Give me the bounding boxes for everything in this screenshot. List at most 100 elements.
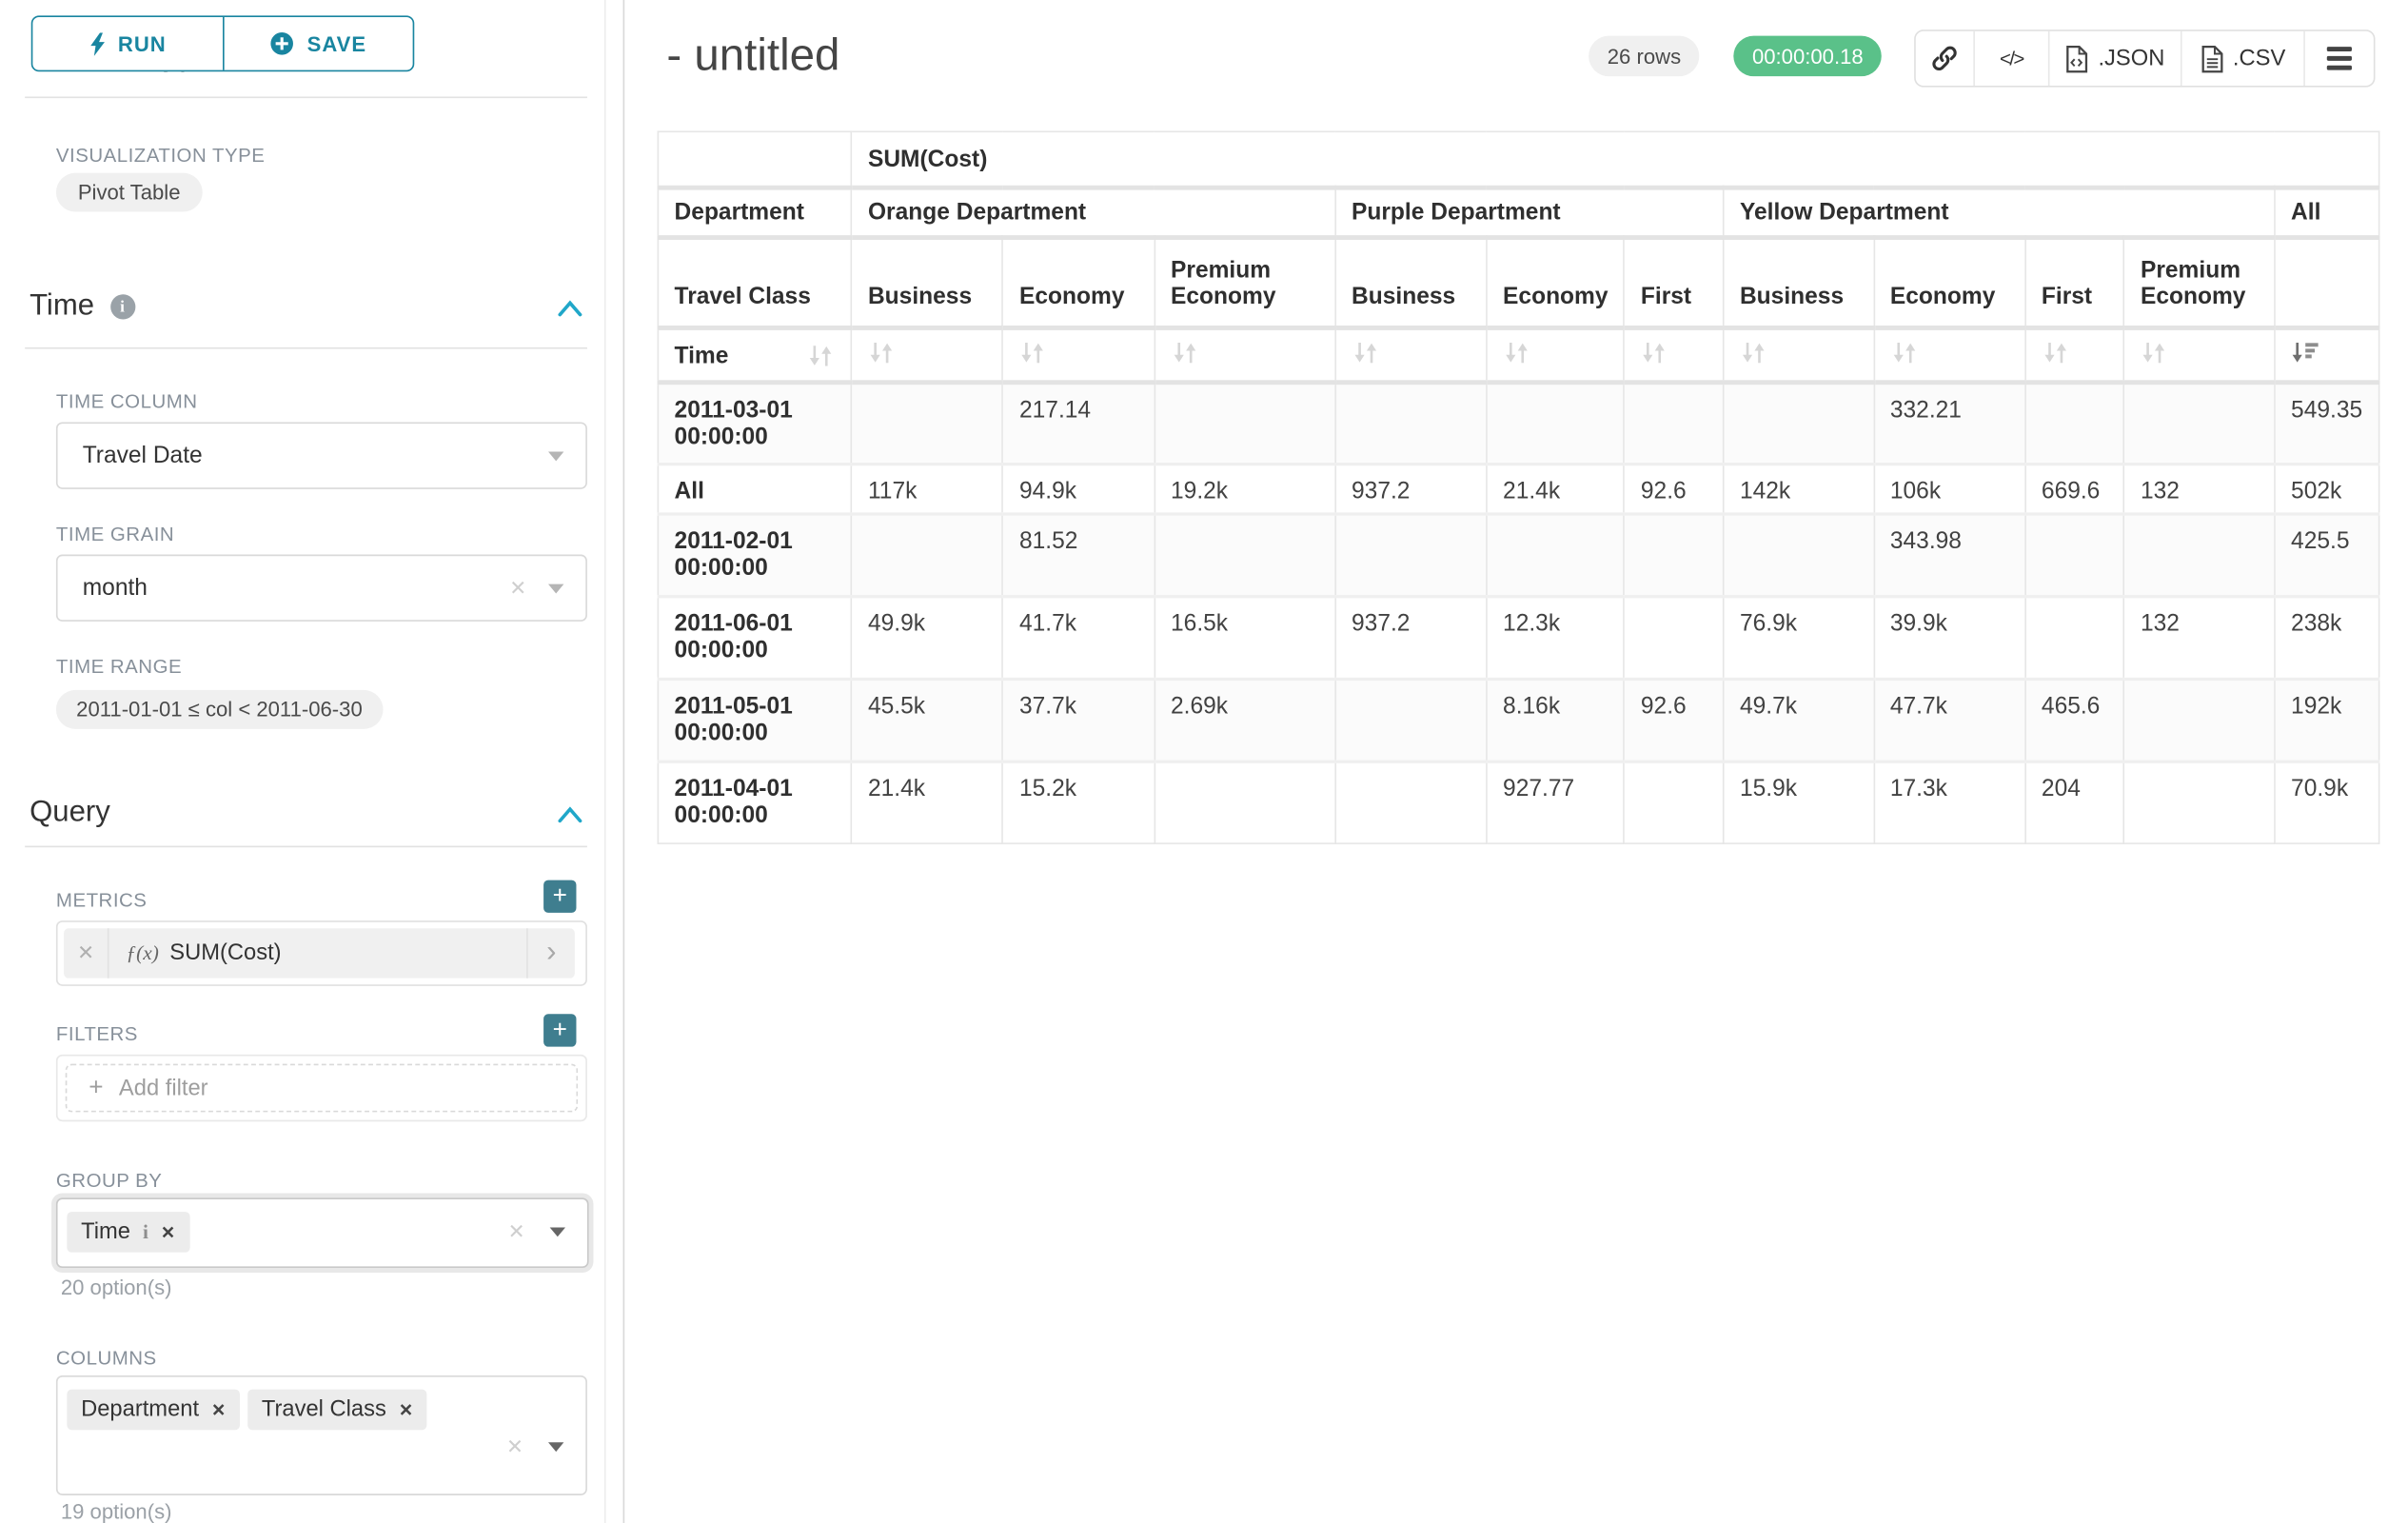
chevron-right-icon[interactable]: › [526, 927, 575, 978]
scrollbar-gutter[interactable] [603, 0, 606, 1523]
add-filter-button[interactable]: + Add filter [65, 1063, 579, 1113]
sort-descending-icon[interactable] [2291, 341, 2320, 365]
time-section-title: Time [30, 289, 95, 323]
function-icon: ƒ(x) [126, 940, 159, 964]
pivot-sort-cell[interactable] [1001, 326, 1155, 386]
export-button-group: </> .JSON .CSV [1914, 30, 2376, 88]
pivot-cell [2122, 759, 2276, 844]
pivot-sort-cell[interactable] [1154, 326, 1336, 386]
visualization-type-pill[interactable]: Pivot Table [55, 172, 203, 212]
pivot-cell [2023, 594, 2125, 680]
sort-icon[interactable] [1890, 341, 1918, 365]
pivot-class-header: First [1623, 236, 1725, 330]
pivot-class-header: Business [1722, 236, 1875, 330]
time-section-heading: Time i [30, 289, 135, 324]
group-by-pill[interactable]: Time i ✕ [67, 1212, 189, 1253]
pivot-class-header: Premium Economy [1154, 236, 1336, 330]
time-grain-select[interactable]: month ✕ [55, 554, 587, 622]
sort-icon[interactable] [2141, 341, 2168, 365]
chevron-up-icon[interactable] [558, 805, 582, 824]
add-filter-plus-button[interactable]: + [543, 1014, 577, 1047]
metric-name: SUM(Cost) [169, 940, 282, 965]
group-by-controls: ✕ [507, 1219, 566, 1244]
pivot-cell [1334, 381, 1488, 465]
metric-pill[interactable]: ✕ ƒ(x) SUM(Cost) › [64, 927, 575, 978]
pivot-sort-cell[interactable] [2023, 326, 2125, 386]
plus-circle-icon [270, 32, 294, 55]
sort-icon[interactable] [1641, 341, 1668, 365]
pivot-sort-cell[interactable] [1872, 326, 2026, 386]
hamburger-icon [2326, 47, 2352, 70]
chevron-down-icon[interactable] [548, 1442, 564, 1453]
plus-icon: + [89, 1074, 104, 1101]
pivot-cell: 132 [2122, 594, 2276, 680]
pivot-sort-cell[interactable] [850, 326, 1004, 386]
pivot-sort-cell[interactable] [2122, 326, 2276, 386]
pivot-sort-cell[interactable] [1334, 326, 1488, 386]
run-button[interactable]: RUN [32, 17, 222, 70]
pivot-class-header: Premium Economy [2122, 236, 2276, 330]
pivot-cell: 142k [1722, 462, 1875, 515]
pivot-cell: 192k [2274, 677, 2380, 762]
chevron-up-icon[interactable] [558, 299, 582, 318]
pivot-cell: 81.52 [1001, 511, 1155, 597]
run-save-button-group: RUN SAVE [30, 15, 415, 72]
pivot-sort-cell[interactable] [1722, 326, 1875, 386]
pivot-data-row: 2011-04-01 00:00:00 21.4k 15.2k 927.77 15.9k… [657, 759, 2380, 844]
sort-icon[interactable] [868, 341, 896, 365]
save-button[interactable]: SAVE [222, 17, 412, 70]
pivot-sort-cell[interactable] [2274, 326, 2380, 386]
remove-icon[interactable]: ✕ [398, 1400, 414, 1420]
sort-icon[interactable] [1352, 341, 1379, 365]
sort-icon[interactable] [1503, 341, 1530, 365]
sort-icon[interactable] [1019, 341, 1047, 365]
pivot-cell: 92.6 [1623, 677, 1725, 762]
pivot-cell [2023, 381, 2125, 465]
pivot-cell: 15.2k [1001, 759, 1155, 844]
columns-select[interactable]: Department ✕ Travel Class ✕ ✕ [55, 1375, 587, 1495]
export-json-button[interactable]: .JSON [2047, 30, 2181, 87]
pivot-column-dimension-label: Travel Class [657, 236, 853, 330]
time-column-select[interactable]: Travel Date [55, 422, 587, 489]
add-metric-button[interactable]: + [543, 880, 577, 913]
columns-pill[interactable]: Department ✕ [67, 1389, 240, 1431]
menu-button[interactable] [2303, 30, 2374, 87]
pivot-sort-cell[interactable] [1486, 326, 1626, 386]
pivot-cell [1623, 594, 1725, 680]
pivot-sort-cell[interactable] [1623, 326, 1725, 386]
pivot-cell: 49.7k [1722, 677, 1875, 762]
chevron-down-icon[interactable] [549, 1227, 566, 1237]
clear-icon[interactable]: ✕ [509, 575, 527, 600]
pivot-cell: 21.4k [1486, 462, 1626, 515]
filters-control: + Add filter [55, 1054, 587, 1122]
sort-icon[interactable] [807, 344, 835, 367]
export-csv-button[interactable]: .CSV [2180, 30, 2303, 87]
columns-options-note: 19 option(s) [60, 1499, 172, 1523]
share-link-button[interactable] [1916, 31, 1974, 86]
view-query-button[interactable]: </> [1973, 30, 2048, 87]
pivot-cell: 106k [1872, 462, 2026, 515]
remove-icon[interactable]: ✕ [211, 1400, 227, 1420]
info-icon: i [109, 294, 135, 320]
clear-icon[interactable]: ✕ [505, 1434, 523, 1458]
time-grain-value: month [82, 574, 148, 602]
sort-icon[interactable] [1171, 341, 1198, 365]
pivot-cell: 502k [2274, 462, 2380, 515]
divider [25, 346, 587, 349]
sort-icon[interactable] [1740, 341, 1767, 365]
clear-icon[interactable]: ✕ [507, 1219, 525, 1243]
time-range-pill[interactable]: 2011-01-01 ≤ col < 2011-06-30 [55, 689, 384, 729]
pivot-cell [1334, 511, 1488, 597]
sort-icon[interactable] [2042, 341, 2069, 365]
divider [25, 96, 587, 99]
remove-metric-icon[interactable]: ✕ [64, 927, 109, 978]
pivot-column-dimension-label: Department [657, 187, 853, 241]
pivot-cell [2122, 381, 2276, 465]
group-by-select[interactable]: Time i ✕ ✕ [55, 1197, 589, 1269]
pivot-cell [1154, 759, 1336, 844]
chevron-down-icon [548, 583, 564, 593]
remove-icon[interactable]: ✕ [161, 1223, 176, 1243]
chart-title[interactable]: - untitled [666, 30, 840, 82]
columns-pill[interactable]: Travel Class ✕ [247, 1389, 427, 1431]
